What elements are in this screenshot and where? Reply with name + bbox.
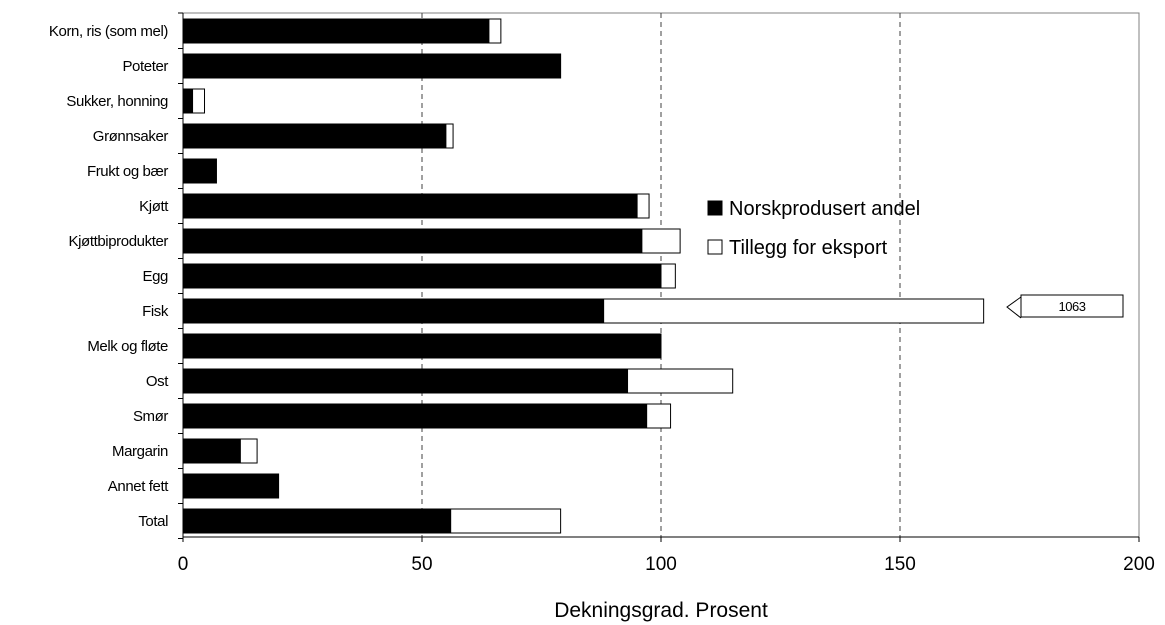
bar-segment xyxy=(182,193,638,219)
category-label: Korn, ris (som mel) xyxy=(49,23,168,40)
bars xyxy=(182,18,985,534)
bar-segment xyxy=(182,298,605,324)
category-label: Kjøtt xyxy=(139,198,169,215)
break-value-label: 1063 xyxy=(1059,299,1086,314)
category-label: Egg xyxy=(143,268,169,285)
bar-segment xyxy=(182,158,217,184)
category-labels: Korn, ris (som mel) Poteter Sukker, honnin… xyxy=(49,23,170,530)
category-label: Frukt og bær xyxy=(87,163,168,180)
x-tick-label: 150 xyxy=(884,554,916,575)
x-tick-labels: 0 50 100 150 200 xyxy=(178,537,1155,575)
bar-segment xyxy=(182,263,662,289)
bar-segment xyxy=(182,123,447,149)
bar-segment xyxy=(182,18,490,44)
legend: Norskprodusert andel Tillegg for eksport xyxy=(707,198,920,259)
legend-label-series-2: Tillegg for eksport xyxy=(729,237,888,259)
bar-segment xyxy=(182,473,280,499)
bar-segment xyxy=(646,403,672,429)
legend-swatch-series-1 xyxy=(707,200,723,216)
x-tick-label: 100 xyxy=(645,554,677,575)
category-label: Grønnsaker xyxy=(93,128,169,145)
category-label: Ost xyxy=(146,373,169,390)
legend-label-series-1: Norskprodusert andel xyxy=(729,198,920,220)
bar-segment xyxy=(660,263,676,289)
category-label: Kjøttbiprodukter xyxy=(69,233,169,250)
bar-segment xyxy=(182,53,562,79)
category-label: Poteter xyxy=(122,58,168,75)
bar-segment xyxy=(182,508,452,534)
x-axis-title: Dekningsgrad. Prosent xyxy=(554,599,768,622)
bar-segment xyxy=(182,333,662,359)
bar-segment xyxy=(627,368,734,394)
break-value-box xyxy=(1020,294,1124,318)
category-label: Sukker, honning xyxy=(66,93,168,110)
axis-break: 1063 xyxy=(1006,294,1124,319)
category-label: Melk og fløte xyxy=(87,338,168,355)
legend-swatch-series-2 xyxy=(707,239,723,255)
category-label: Smør xyxy=(133,408,168,425)
bar-segment xyxy=(445,123,454,149)
category-label: Margarin xyxy=(112,443,168,460)
bar-segment xyxy=(641,228,681,254)
bar-segment xyxy=(182,368,629,394)
category-label: Total xyxy=(138,513,168,530)
category-label: Annet fett xyxy=(108,478,169,495)
bar-segment xyxy=(182,88,194,114)
bar-segment xyxy=(182,228,643,254)
bar-segment xyxy=(450,508,562,534)
bar-segment xyxy=(182,438,241,464)
bar-segment xyxy=(192,88,206,114)
category-label: Fisk xyxy=(142,303,169,320)
bar-segment xyxy=(488,18,502,44)
bar-segment xyxy=(239,438,258,464)
bar-segment xyxy=(603,298,985,324)
break-chevron xyxy=(1006,296,1022,319)
x-tick-label: 0 xyxy=(178,554,189,575)
bar-segment xyxy=(636,193,650,219)
bar-segment xyxy=(182,403,648,429)
x-tick-label: 200 xyxy=(1123,554,1155,575)
x-tick-label: 50 xyxy=(411,554,432,575)
